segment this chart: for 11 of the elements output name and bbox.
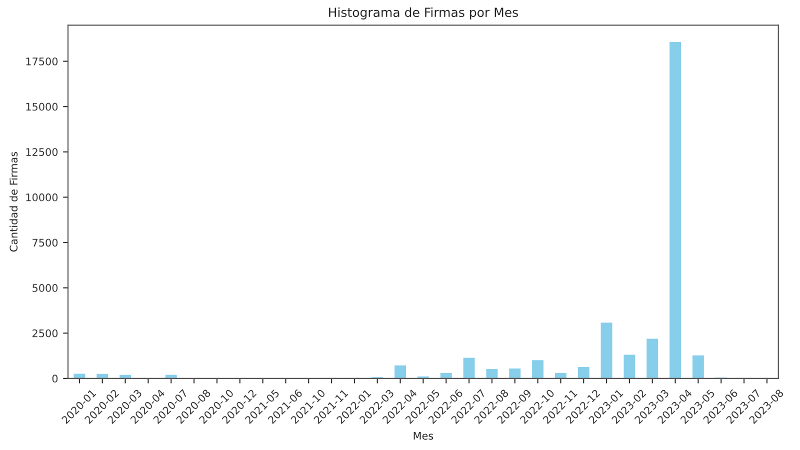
x-axis-title: Mes — [414, 432, 434, 440]
y-tick-label: 2500 — [32, 329, 58, 338]
y-axis-title: Cantidad de Firmas — [10, 152, 18, 252]
y-tick-label: 17500 — [26, 57, 58, 66]
y-tick-label: 10000 — [26, 193, 58, 202]
y-tick-label: 12500 — [26, 148, 58, 156]
chart-title: Histograma de Firmas por Mes — [329, 7, 518, 20]
y-tick-label: 5000 — [32, 284, 58, 292]
y-tick-label: 7500 — [32, 238, 58, 247]
y-tick-label: 15000 — [26, 102, 58, 111]
y-tick-label: 0 — [52, 374, 58, 383]
